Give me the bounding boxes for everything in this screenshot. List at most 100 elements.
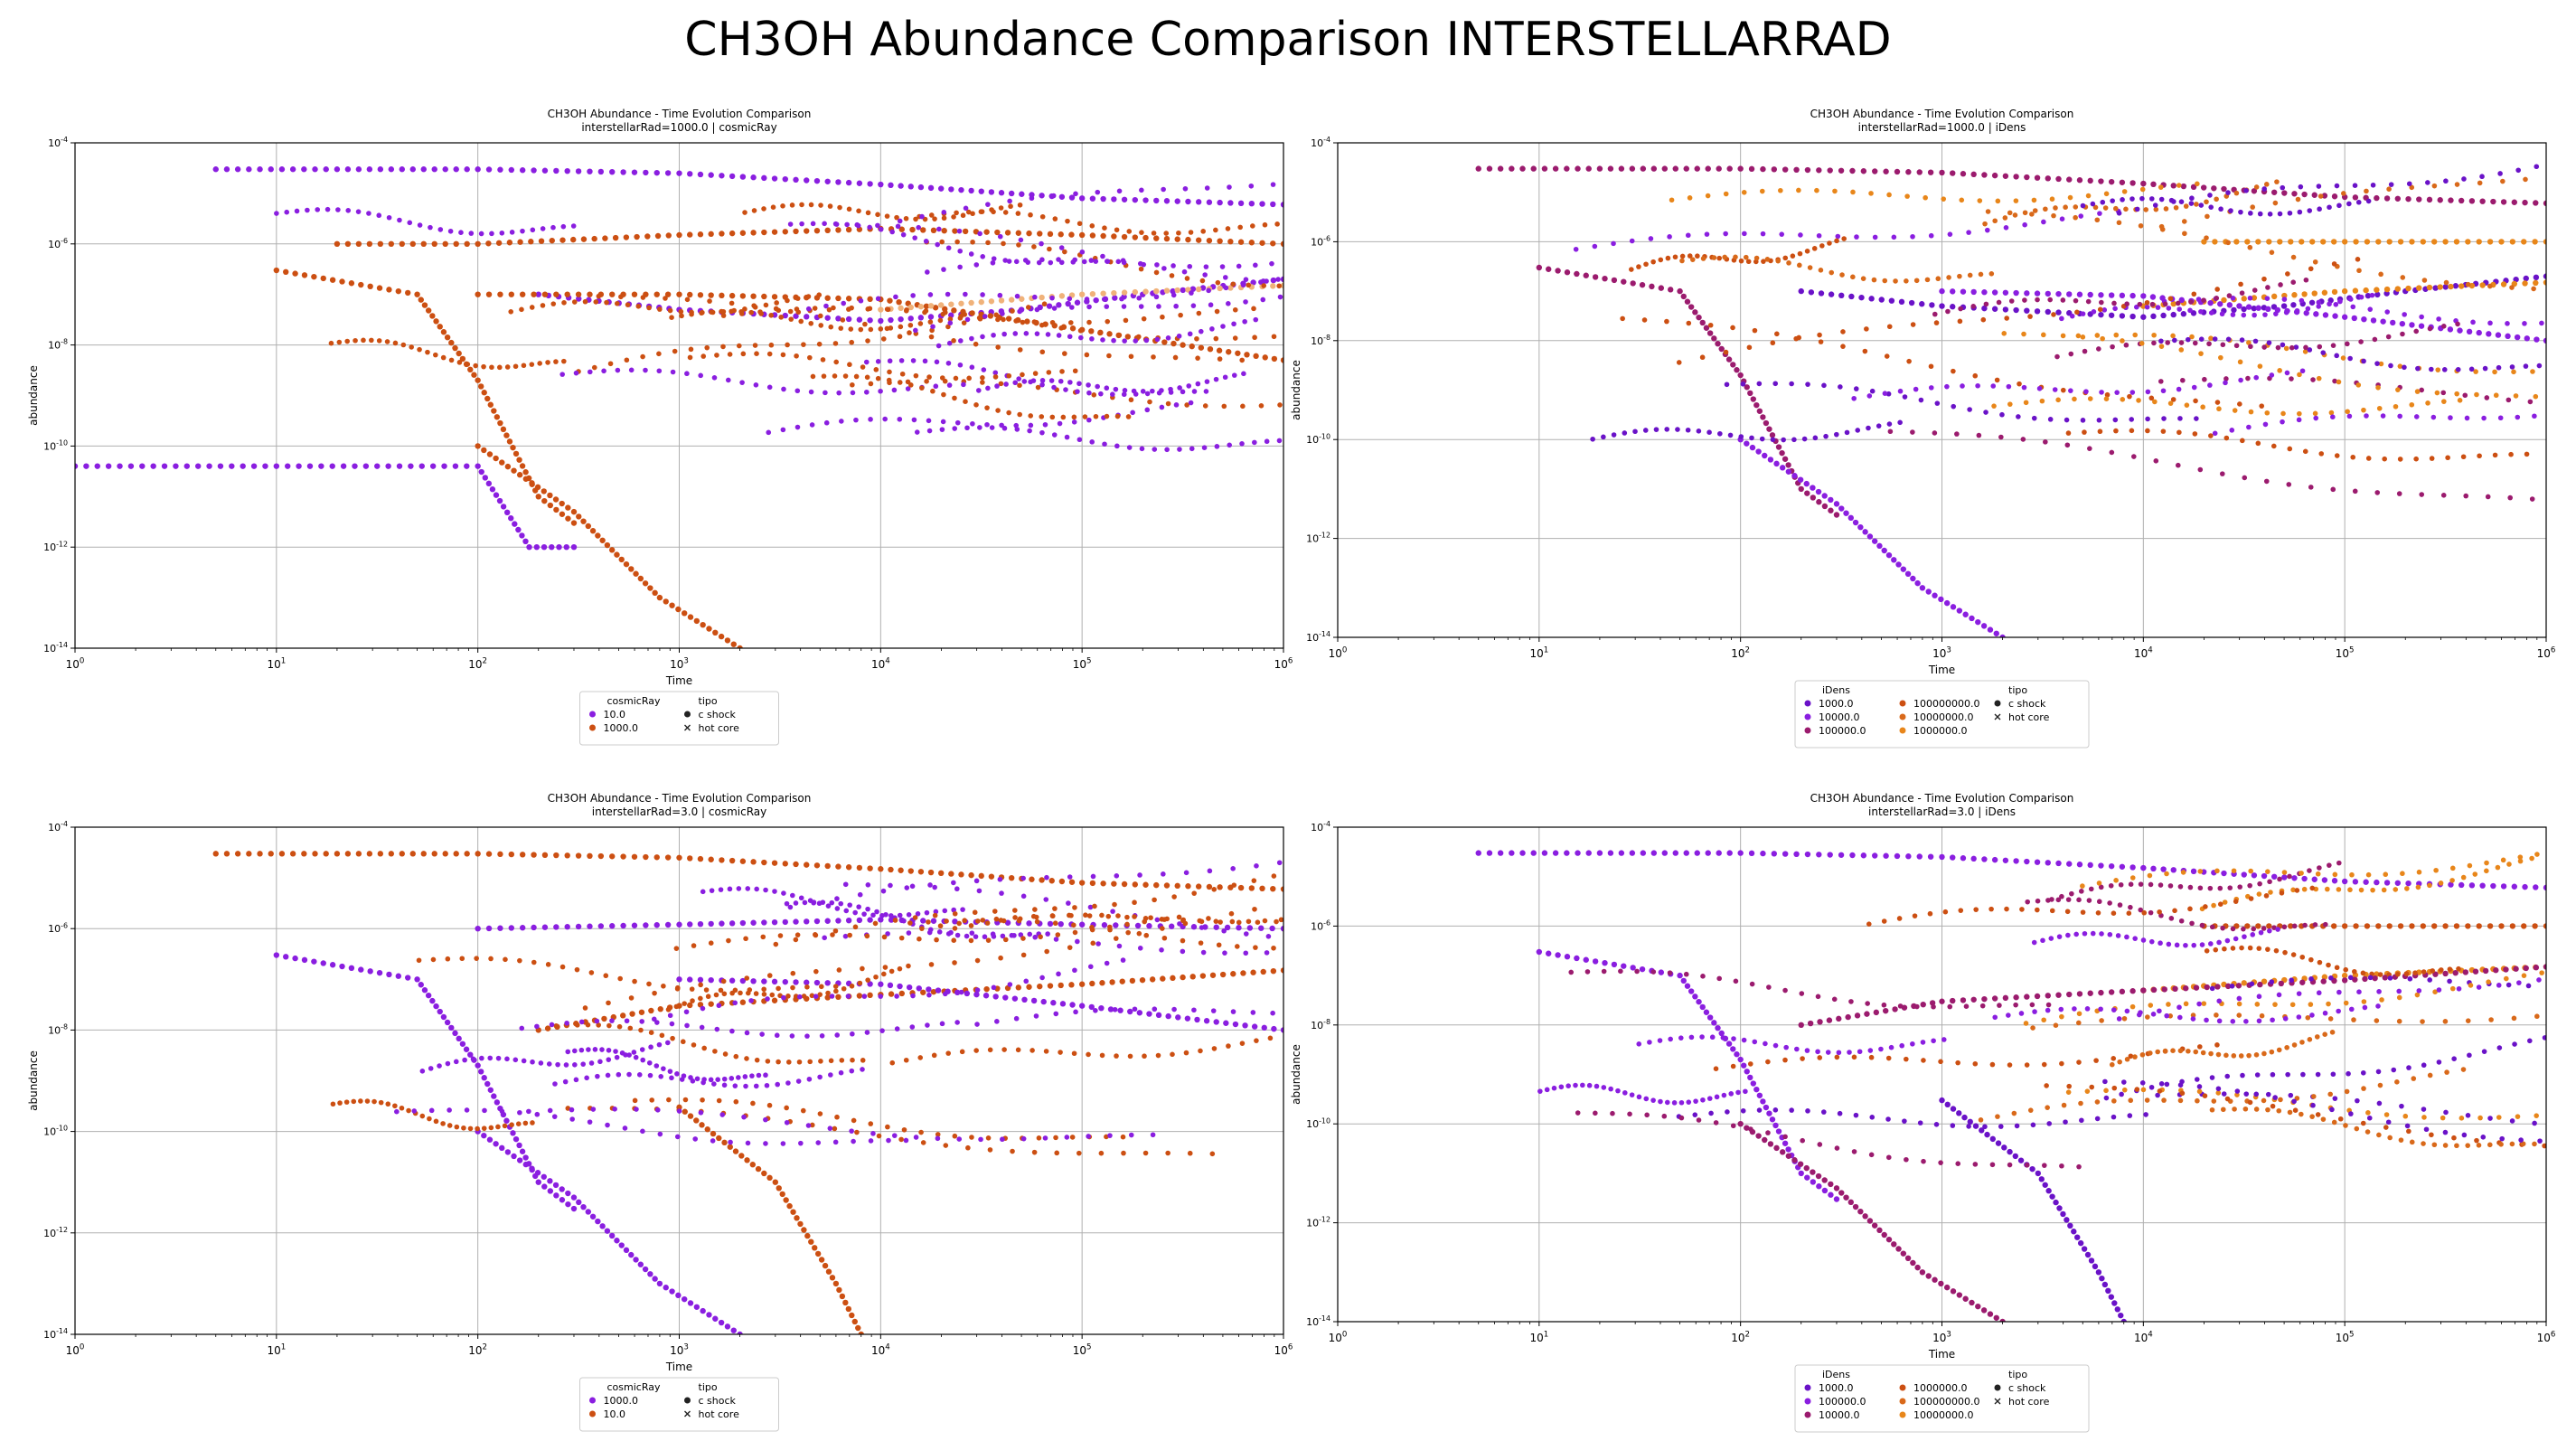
data-point xyxy=(2059,316,2064,322)
data-point xyxy=(2289,977,2294,983)
data-point xyxy=(2151,340,2157,346)
data-point xyxy=(1805,1108,1810,1114)
data-point xyxy=(1214,444,1220,449)
data-point xyxy=(1087,904,1094,910)
data-point xyxy=(2456,965,2461,972)
data-point xyxy=(958,989,964,995)
data-point xyxy=(1793,851,1800,858)
data-point xyxy=(2362,975,2368,983)
data-point xyxy=(1111,233,1117,240)
data-point xyxy=(2287,210,2293,216)
data-point xyxy=(1274,918,1279,925)
data-point xyxy=(1012,331,1019,336)
data-point xyxy=(1030,378,1037,383)
data-point xyxy=(1981,289,1988,296)
data-point xyxy=(1093,259,1099,264)
data-point xyxy=(1246,282,1252,288)
data-point xyxy=(344,166,352,173)
data-point xyxy=(968,923,974,928)
data-point xyxy=(1270,201,1276,208)
data-point xyxy=(445,1060,451,1067)
data-point xyxy=(1132,899,1137,906)
data-point xyxy=(1720,1035,1726,1041)
data-point xyxy=(2011,1110,2017,1116)
data-point xyxy=(2534,164,2540,170)
data-point xyxy=(2465,923,2471,929)
data-point xyxy=(2111,1056,2117,1061)
data-point xyxy=(917,321,924,326)
data-point xyxy=(2209,924,2215,930)
data-point xyxy=(2198,308,2204,315)
data-point xyxy=(2069,313,2075,319)
data-point xyxy=(376,285,383,291)
data-point xyxy=(1862,1213,1868,1220)
data-point xyxy=(1957,273,1962,279)
data-point xyxy=(2252,287,2258,293)
data-point xyxy=(855,1324,861,1332)
data-point xyxy=(2124,934,2129,940)
data-point xyxy=(1002,937,1009,943)
data-point xyxy=(1718,345,1725,353)
data-point xyxy=(1695,253,1700,259)
data-point xyxy=(1873,1009,1880,1016)
data-point xyxy=(2178,199,2185,204)
data-point xyxy=(676,921,682,928)
data-point xyxy=(777,933,784,938)
data-point xyxy=(1686,1099,1692,1105)
data-point xyxy=(2493,392,2499,399)
data-point xyxy=(2214,296,2220,301)
data-point xyxy=(2470,319,2476,325)
data-point xyxy=(675,606,682,613)
data-point xyxy=(2224,983,2232,990)
data-point xyxy=(1253,262,1258,268)
data-point xyxy=(1866,533,1874,540)
data-point xyxy=(2336,202,2342,209)
data-point xyxy=(933,909,939,915)
data-point xyxy=(2301,875,2308,882)
data-point xyxy=(898,990,905,997)
data-point xyxy=(2270,1103,2276,1109)
data-point xyxy=(1226,1043,1231,1049)
data-point xyxy=(808,1239,814,1245)
data-point xyxy=(1099,980,1105,986)
data-point xyxy=(824,980,831,986)
data-point xyxy=(582,298,588,305)
data-point xyxy=(1271,334,1277,340)
data-point xyxy=(1151,231,1157,236)
data-point xyxy=(1725,1109,1730,1115)
data-point xyxy=(1226,349,1232,355)
data-point xyxy=(1775,444,1782,450)
data-point xyxy=(820,357,826,363)
data-point xyxy=(529,305,535,310)
data-point xyxy=(1658,285,1665,291)
data-point xyxy=(663,296,668,301)
data-point xyxy=(2376,1100,2383,1107)
y-tick-label: 10-12 xyxy=(43,540,68,553)
data-point xyxy=(1013,259,1020,265)
data-point xyxy=(2231,306,2237,314)
data-point xyxy=(385,1101,391,1107)
data-point xyxy=(1885,551,1893,559)
data-point xyxy=(2223,376,2229,381)
data-point xyxy=(127,463,135,469)
data-point xyxy=(2377,1082,2383,1088)
data-point xyxy=(1237,224,1243,231)
data-point xyxy=(2201,239,2207,245)
data-point xyxy=(745,990,751,996)
data-point xyxy=(2100,335,2105,342)
data-point xyxy=(388,851,395,857)
data-point xyxy=(2017,1157,2025,1163)
data-point xyxy=(716,1003,722,1009)
data-point xyxy=(1116,943,1123,949)
data-point xyxy=(335,207,341,212)
data-point xyxy=(720,978,727,984)
data-point xyxy=(2129,292,2136,299)
data-point xyxy=(963,291,968,297)
data-point xyxy=(2166,941,2172,947)
data-point xyxy=(481,363,486,370)
data-point xyxy=(2281,292,2288,299)
data-point xyxy=(1762,452,1768,459)
data-point xyxy=(876,1133,882,1139)
data-point xyxy=(1592,243,1598,250)
data-point xyxy=(847,932,852,938)
